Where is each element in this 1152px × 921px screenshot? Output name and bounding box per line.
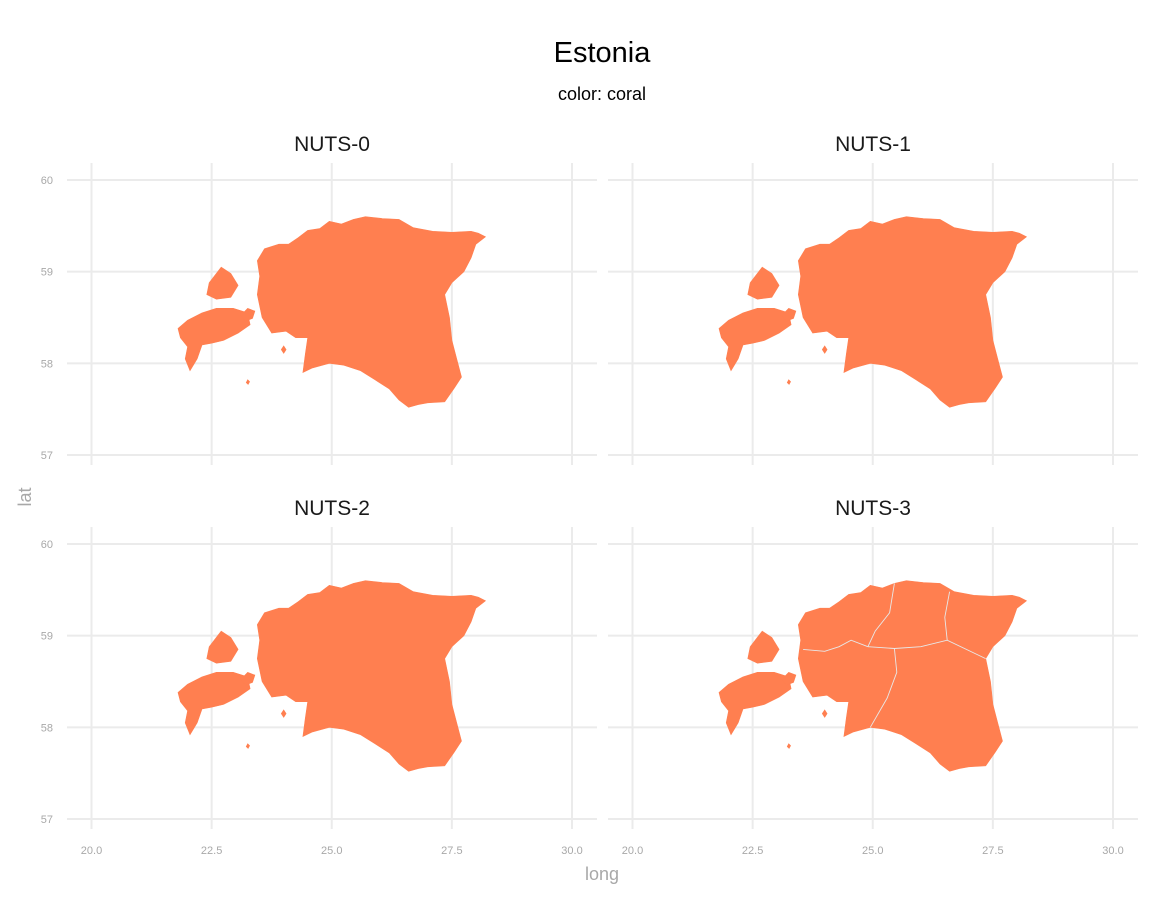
x-tick-label: 30.0 bbox=[1102, 845, 1123, 857]
estonia-map bbox=[177, 580, 487, 772]
x-tick-label: 22.5 bbox=[742, 845, 763, 857]
island-region bbox=[206, 266, 239, 300]
island-region bbox=[240, 671, 256, 686]
island-region bbox=[747, 630, 780, 664]
y-axis-ticks-top: 57 58 59 60 bbox=[41, 175, 53, 462]
x-axis-ticks-right: 20.0 22.5 25.0 27.5 30.0 bbox=[622, 845, 1124, 857]
nuts3-border bbox=[867, 583, 895, 647]
panel-nuts-2: NUTS-2 bbox=[67, 497, 597, 829]
y-tick-label: 59 bbox=[41, 631, 53, 643]
island-region bbox=[718, 672, 792, 736]
island-region bbox=[177, 308, 251, 372]
x-tick-label: 27.5 bbox=[441, 845, 462, 857]
y-axis-title: lat bbox=[15, 487, 35, 506]
x-axis-title: long bbox=[585, 864, 619, 884]
nuts3-border bbox=[803, 639, 869, 652]
x-axis-ticks-left: 20.0 22.5 25.0 27.5 30.0 bbox=[81, 845, 583, 857]
island-region bbox=[206, 630, 239, 664]
y-tick-label: 60 bbox=[41, 539, 53, 551]
panel-label: NUTS-3 bbox=[835, 497, 911, 520]
island-region bbox=[781, 307, 797, 322]
nuts3-border bbox=[944, 591, 951, 641]
panel-label: NUTS-1 bbox=[835, 133, 911, 156]
mainland-region bbox=[256, 580, 487, 772]
panel-nuts-1: NUTS-1 bbox=[608, 133, 1138, 465]
island-region bbox=[245, 743, 250, 749]
x-tick-label: 20.0 bbox=[622, 845, 643, 857]
island-region bbox=[280, 709, 287, 718]
island-region bbox=[280, 345, 287, 354]
y-axis-ticks-bottom: 57 58 59 60 bbox=[41, 539, 53, 826]
x-tick-label: 20.0 bbox=[81, 845, 102, 857]
island-region bbox=[245, 379, 250, 385]
estonia-map bbox=[177, 216, 487, 408]
y-tick-label: 58 bbox=[41, 358, 53, 370]
y-tick-label: 57 bbox=[41, 814, 53, 826]
y-tick-label: 58 bbox=[41, 722, 53, 734]
y-tick-label: 59 bbox=[41, 267, 53, 279]
x-tick-label: 25.0 bbox=[862, 845, 883, 857]
island-region bbox=[718, 308, 792, 372]
panel-label: NUTS-0 bbox=[294, 133, 370, 156]
estonia-map bbox=[718, 580, 1028, 772]
x-tick-label: 27.5 bbox=[982, 845, 1003, 857]
x-tick-label: 22.5 bbox=[201, 845, 222, 857]
mainland-region bbox=[797, 216, 1028, 408]
island-region bbox=[821, 345, 828, 354]
panel-nuts-3: NUTS-3 bbox=[608, 497, 1138, 829]
island-region bbox=[747, 266, 780, 300]
panel-label: NUTS-2 bbox=[294, 497, 370, 520]
island-region bbox=[240, 307, 256, 322]
mainland-region bbox=[797, 580, 1028, 772]
x-tick-label: 25.0 bbox=[321, 845, 342, 857]
y-tick-label: 60 bbox=[41, 175, 53, 187]
island-region bbox=[786, 743, 791, 749]
island-region bbox=[821, 709, 828, 718]
mainland-region bbox=[256, 216, 487, 408]
figure-title: Estonia bbox=[554, 37, 652, 69]
nuts3-border bbox=[867, 639, 986, 660]
estonia-map bbox=[718, 216, 1028, 408]
island-region bbox=[781, 671, 797, 686]
figure-subtitle: color: coral bbox=[558, 84, 646, 104]
island-region bbox=[786, 379, 791, 385]
panel-nuts-0: NUTS-0 bbox=[67, 133, 597, 465]
island-region bbox=[177, 672, 251, 736]
x-tick-label: 30.0 bbox=[561, 845, 582, 857]
nuts3-border bbox=[869, 648, 898, 728]
y-tick-label: 57 bbox=[41, 450, 53, 462]
